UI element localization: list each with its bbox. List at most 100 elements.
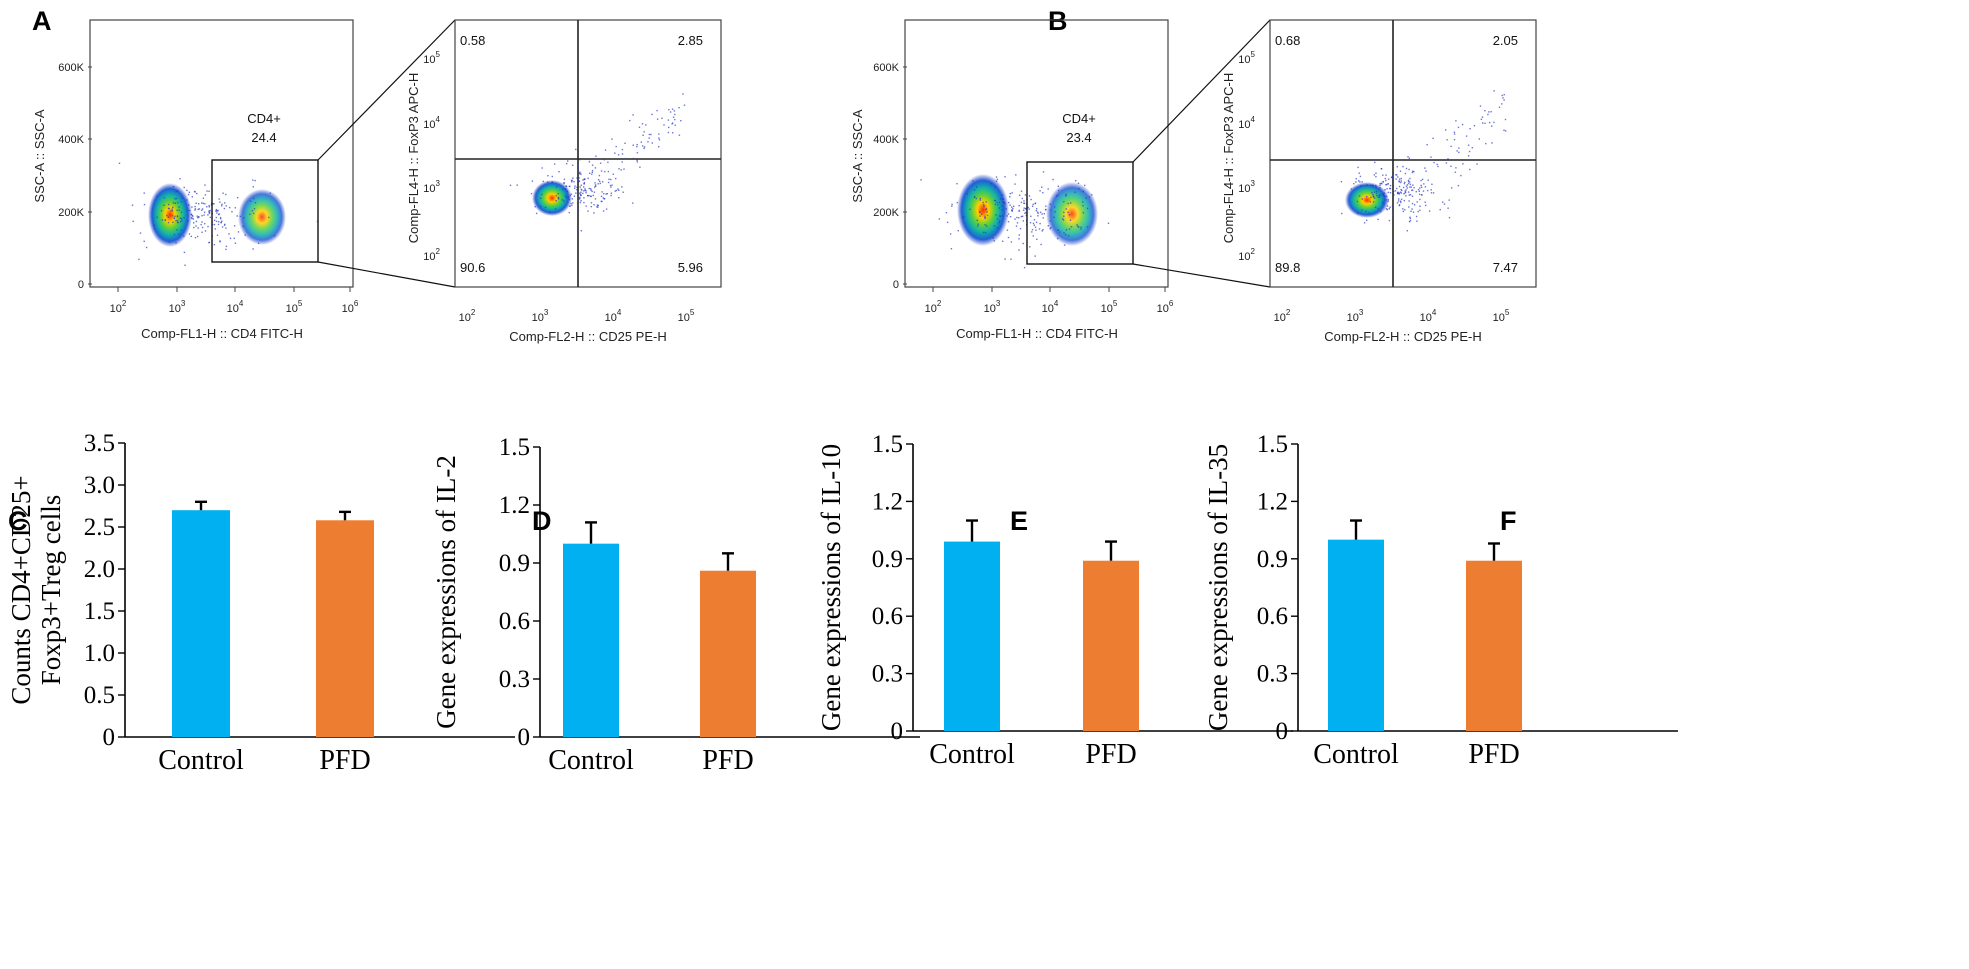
event-dot: [1399, 191, 1402, 193]
event-dot: [218, 221, 220, 223]
category-label: Control: [158, 745, 244, 776]
event-dot: [588, 161, 591, 163]
quadrant-lower-left: 90.6: [460, 260, 485, 275]
event-dot: [951, 203, 953, 206]
event-dot: [1042, 171, 1045, 173]
y-axis-label: Gene expressions of IL-2: [431, 455, 461, 729]
event-dot: [1412, 184, 1414, 186]
event-dot: [1047, 225, 1049, 227]
event-dot: [589, 172, 591, 174]
event-dot: [620, 169, 622, 171]
event-dot: [555, 200, 557, 202]
event-dot: [593, 212, 595, 214]
event-dot: [208, 211, 210, 213]
event-dot: [1503, 99, 1505, 101]
event-dot: [1361, 209, 1363, 211]
event-dot: [578, 198, 581, 200]
x-tick-label: 103: [532, 308, 549, 324]
event-dot: [206, 190, 208, 192]
event-dot: [599, 180, 601, 182]
event-dot: [607, 181, 610, 184]
event-dot: [1358, 195, 1361, 197]
event-dot: [201, 215, 203, 217]
event-dot: [1085, 197, 1087, 199]
event-dot: [1032, 203, 1034, 206]
event-dot: [617, 188, 619, 190]
event-dot: [583, 201, 585, 204]
event-dot: [196, 215, 198, 217]
event-dot: [1086, 207, 1089, 210]
event-dot: [177, 201, 179, 204]
y-tick-label: 0: [518, 724, 531, 751]
event-dot: [1397, 191, 1399, 193]
quadrant-upper-left: 0.68: [1275, 33, 1300, 48]
event-dot: [1387, 199, 1390, 201]
event-dot: [1067, 211, 1069, 214]
event-dot: [576, 186, 578, 188]
event-dot: [591, 190, 593, 193]
event-dot: [1397, 176, 1399, 178]
event-dot: [1426, 144, 1428, 146]
event-dot: [204, 194, 207, 196]
event-dot: [1064, 234, 1067, 236]
event-dot: [632, 157, 635, 160]
event-dot: [1382, 174, 1384, 176]
x-tick-label: 105: [1101, 299, 1118, 315]
event-dot: [1436, 163, 1438, 166]
event-dot: [1082, 190, 1084, 193]
scatter1-dots: [920, 171, 1110, 269]
event-dot: [615, 145, 617, 148]
event-dot: [534, 206, 536, 208]
event-dot: [168, 207, 170, 210]
event-dot: [614, 190, 616, 192]
event-dot: [139, 232, 142, 234]
event-dot: [579, 186, 581, 188]
category-label: Control: [929, 739, 1015, 770]
scatter1-frame: [904, 19, 1169, 288]
event-dot: [1032, 235, 1034, 237]
event-dot: [573, 181, 575, 183]
event-dot: [1018, 209, 1020, 212]
event-dot: [220, 221, 222, 223]
event-dot: [1405, 195, 1407, 197]
event-dot: [181, 197, 184, 200]
event-dot: [667, 131, 670, 134]
event-dot: [597, 204, 599, 207]
y-tick-label: 0.6: [872, 603, 903, 630]
scatter2-population: [532, 180, 572, 216]
event-dot: [591, 164, 594, 166]
event-dot: [577, 165, 579, 167]
event-dot: [950, 248, 953, 250]
event-dot: [980, 213, 983, 215]
event-dot: [1402, 186, 1405, 189]
event-dot: [1404, 192, 1406, 194]
event-dot: [195, 220, 198, 223]
event-dot: [1375, 184, 1377, 187]
event-dot: [656, 109, 658, 112]
event-dot: [1388, 208, 1390, 210]
event-dot: [1399, 200, 1402, 202]
event-dot: [1366, 184, 1368, 186]
event-dot: [176, 209, 178, 212]
scatter2-frame: [1269, 19, 1537, 288]
event-dot: [597, 183, 599, 185]
event-dot: [573, 195, 576, 197]
event-dot: [192, 218, 194, 220]
event-dot: [1430, 189, 1432, 191]
event-dot: [176, 216, 179, 218]
event-dot: [1379, 183, 1381, 185]
event-dot: [1015, 225, 1018, 227]
event-dot: [1406, 184, 1409, 186]
event-dot: [1375, 190, 1378, 193]
y-tick-label: 103: [1238, 179, 1255, 195]
scatter1-x-axis-label: Comp-FL1-H :: CD4 FITC-H: [956, 326, 1118, 341]
event-dot: [212, 203, 214, 205]
event-dot: [143, 240, 145, 242]
y-tick-label: 103: [423, 179, 440, 195]
event-dot: [161, 219, 163, 221]
event-dot: [1370, 196, 1372, 199]
event-dot: [601, 191, 603, 193]
y-axis-label: Gene expressions of IL-35: [1203, 444, 1233, 731]
event-dot: [983, 204, 985, 206]
event-dot: [194, 205, 196, 208]
